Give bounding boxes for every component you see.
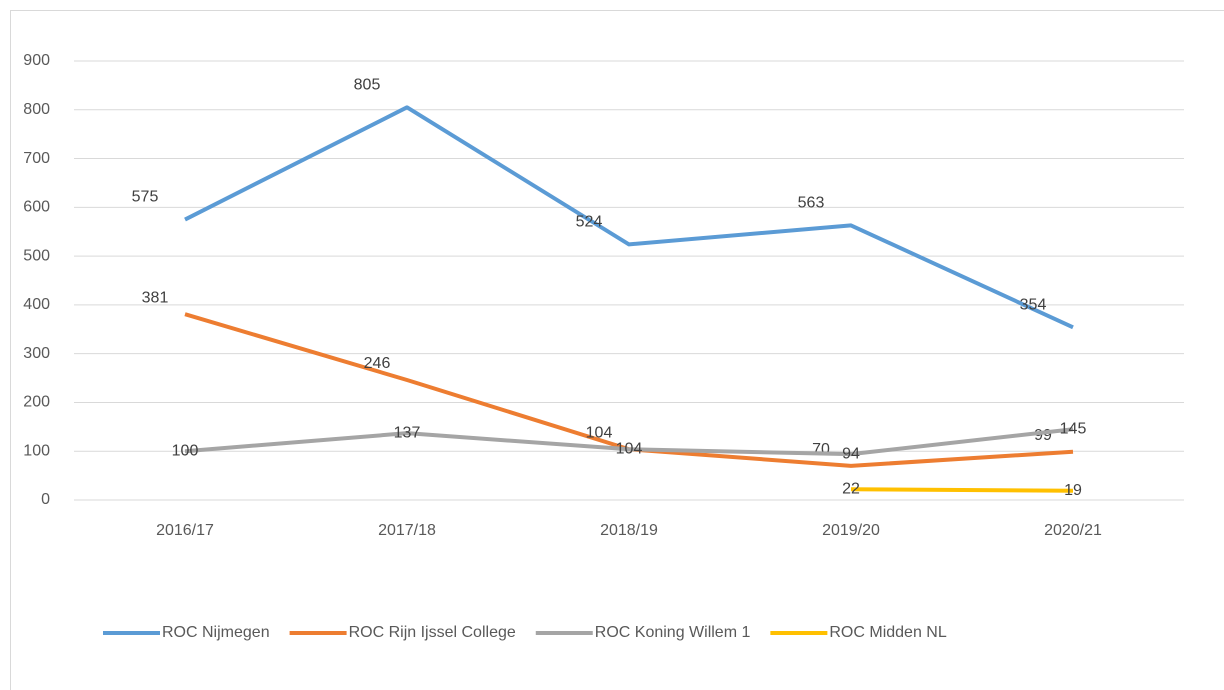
data-label: 22 xyxy=(842,480,860,497)
y-tick-label: 100 xyxy=(23,442,50,459)
data-label: 99 xyxy=(1034,427,1052,444)
legend-label: ROC Rijn Ijssel College xyxy=(349,624,516,641)
y-tick-label: 0 xyxy=(41,491,50,508)
data-label: 100 xyxy=(172,442,199,459)
data-label: 104 xyxy=(586,424,613,441)
data-label: 137 xyxy=(394,424,421,441)
y-tick-label: 500 xyxy=(23,247,50,264)
x-tick-label: 2016/17 xyxy=(156,522,214,539)
series-line xyxy=(184,427,1074,457)
x-tick-label: 2019/20 xyxy=(822,522,880,539)
data-label: 575 xyxy=(132,189,159,206)
data-label: 381 xyxy=(142,289,169,306)
legend-label: ROC Koning Willem 1 xyxy=(595,624,751,641)
y-tick-label: 800 xyxy=(23,101,50,118)
x-tick-label: 2017/18 xyxy=(378,522,436,539)
x-tick-label: 2020/21 xyxy=(1044,522,1102,539)
data-label: 246 xyxy=(364,355,391,372)
data-label: 563 xyxy=(798,195,825,212)
y-tick-label: 900 xyxy=(23,52,50,69)
data-label: 524 xyxy=(576,214,603,231)
chart-frame xyxy=(10,10,1224,690)
data-label: 94 xyxy=(842,445,860,462)
data-label: 805 xyxy=(354,77,381,94)
data-label: 104 xyxy=(616,440,643,457)
legend-label: ROC Midden NL xyxy=(829,624,946,641)
series-line xyxy=(184,105,1074,330)
series-line xyxy=(850,487,1074,493)
y-tick-label: 400 xyxy=(23,296,50,313)
y-tick-label: 700 xyxy=(23,150,50,167)
data-label: 145 xyxy=(1060,420,1087,437)
legend-label: ROC Nijmegen xyxy=(162,624,270,641)
y-tick-label: 600 xyxy=(23,199,50,216)
data-label: 19 xyxy=(1064,482,1082,499)
y-tick-label: 300 xyxy=(23,345,50,362)
x-tick-label: 2018/19 xyxy=(600,522,658,539)
y-tick-label: 200 xyxy=(23,394,50,411)
data-label: 354 xyxy=(1020,297,1047,314)
